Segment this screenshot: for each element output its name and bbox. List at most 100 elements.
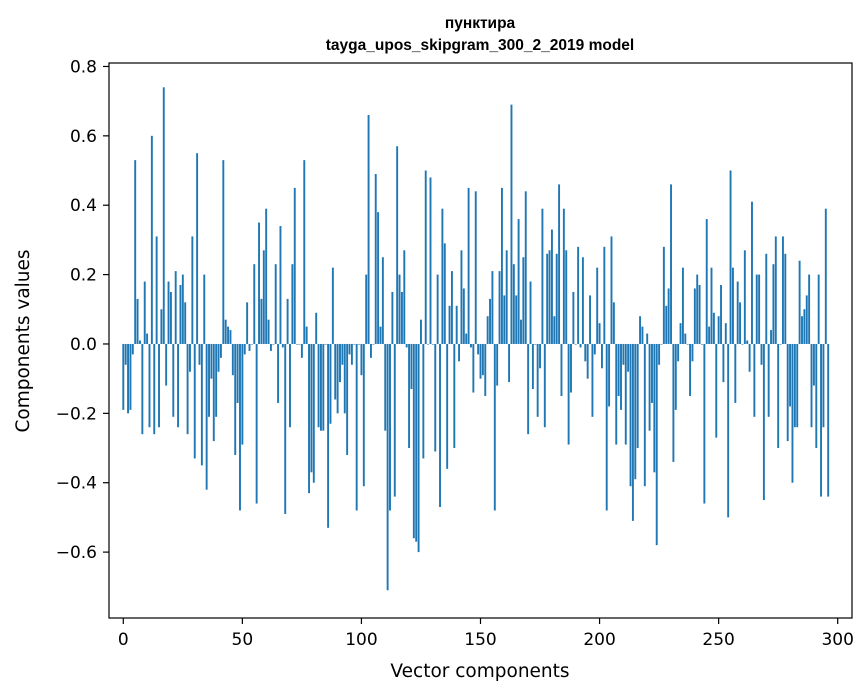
bar: [674, 343, 677, 410]
bar: [250, 343, 253, 345]
bar: [424, 170, 427, 344]
x-tick-label: 250: [702, 630, 734, 650]
bar: [746, 340, 749, 344]
bar: [760, 343, 763, 365]
bar: [734, 343, 737, 403]
bar: [315, 312, 318, 344]
bar: [662, 246, 665, 344]
bar: [593, 343, 596, 355]
bar: [596, 267, 599, 344]
bar: [184, 302, 187, 344]
bar: [767, 343, 770, 417]
chart-subtitle: tayga_upos_skipgram_300_2_2019 model: [326, 37, 634, 54]
bar: [322, 343, 325, 431]
bar: [603, 246, 606, 344]
bar: [789, 343, 792, 407]
bar: [372, 343, 375, 345]
bar: [470, 343, 472, 348]
bar: [653, 343, 656, 473]
bar: [269, 343, 272, 351]
bar: [817, 274, 820, 344]
bar: [181, 274, 184, 344]
bar: [567, 343, 570, 445]
bar: [548, 250, 551, 344]
bar: [615, 343, 618, 445]
bar: [505, 250, 508, 344]
bar: [546, 253, 549, 344]
bar: [193, 343, 196, 459]
bar: [148, 343, 151, 428]
bar: [705, 219, 708, 344]
bar: [417, 343, 420, 553]
bar: [291, 264, 294, 344]
bar: [458, 343, 461, 362]
bar: [155, 236, 158, 344]
bar: [227, 326, 230, 344]
bar: [453, 343, 456, 449]
bar: [512, 264, 515, 344]
bar: [793, 343, 796, 428]
bar: [527, 343, 530, 435]
bar: [751, 201, 753, 344]
bar: [186, 343, 189, 435]
x-tick-label: 300: [821, 630, 853, 650]
bar: [610, 236, 613, 344]
bar: [391, 291, 394, 344]
x-tick-label: 100: [345, 630, 377, 650]
x-tick-label: 50: [232, 630, 254, 650]
bar: [362, 343, 365, 487]
bar: [403, 250, 406, 344]
bar: [579, 343, 582, 348]
bar: [143, 281, 146, 344]
bar: [660, 343, 663, 345]
bar: [534, 343, 537, 345]
bar: [222, 160, 225, 344]
bar: [415, 343, 418, 542]
y-tick-label: 0.8: [70, 57, 97, 77]
bar: [517, 219, 520, 344]
bar: [443, 243, 446, 344]
bar: [522, 257, 525, 344]
bar: [224, 319, 227, 344]
y-tick-label: 0.0: [70, 335, 97, 355]
bar: [812, 343, 815, 386]
bar: [572, 291, 575, 344]
bar: [336, 343, 339, 414]
bar: [179, 285, 182, 344]
bar: [327, 343, 330, 528]
bar: [281, 343, 284, 348]
bar: [665, 305, 668, 344]
bar: [348, 343, 351, 355]
bar: [239, 343, 241, 511]
bar: [389, 343, 391, 511]
bar: [265, 208, 268, 344]
bar: [131, 343, 134, 355]
bar: [484, 343, 487, 396]
bar: [355, 343, 358, 511]
bar: [210, 343, 213, 379]
bar: [748, 343, 751, 372]
bar: [260, 298, 263, 344]
bar: [439, 343, 441, 507]
bar: [648, 343, 651, 431]
bar: [755, 274, 758, 344]
bar: [141, 343, 144, 435]
bar: [693, 288, 696, 344]
bar: [772, 264, 775, 344]
bar: [219, 343, 222, 358]
bar: [241, 343, 244, 445]
bar: [396, 146, 399, 344]
bar: [427, 343, 430, 345]
bar: [343, 343, 346, 414]
bar: [536, 343, 539, 417]
bar: [124, 343, 127, 365]
bar: [386, 343, 389, 591]
bar: [441, 208, 444, 344]
bar: [422, 343, 425, 459]
bar: [608, 343, 611, 407]
y-tick-label: 0.4: [70, 196, 97, 216]
bar: [346, 343, 349, 455]
bar: [431, 343, 434, 345]
bar: [400, 291, 403, 344]
bar: [672, 343, 675, 462]
